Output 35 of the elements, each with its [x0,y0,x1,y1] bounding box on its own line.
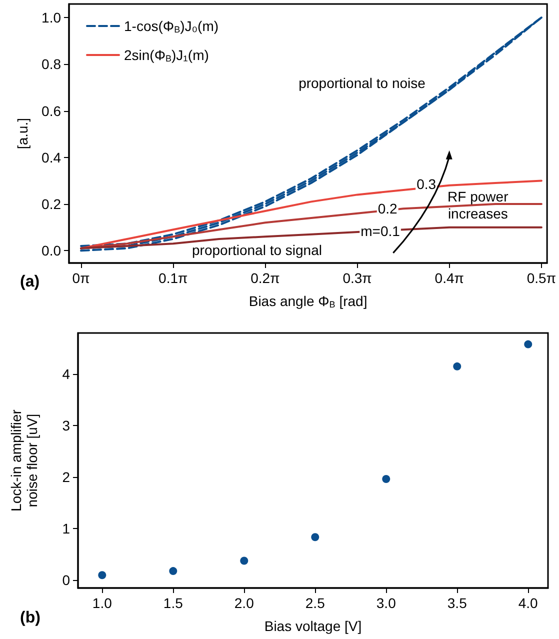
text: (a) [20,274,40,290]
y-tick-label: 0.2 [42,196,62,212]
x-axis-title: Bias voltage [V] [264,618,362,634]
annotation: 0.2 [378,200,398,217]
y-axis-title: Lock-in amplifier noise floor [uV] [8,409,40,512]
y-tick-label: 1.0 [42,10,62,26]
x-tick-label: 2.5 [305,595,326,611]
x-tick-label: 0π [72,270,90,286]
y-tick-label: 0.8 [42,56,62,72]
y-tick-label: 0.6 [42,102,62,119]
x-tick-label: 3.0 [376,595,396,611]
y-tick-label: 4 [62,366,70,382]
y-tick-label: 3 [62,418,70,434]
x-tick-label: 2.0 [234,595,254,611]
y-axis-title: [a.u.] [14,118,31,150]
y-tick-label: 1 [62,520,70,536]
annotation: proportional to noise [298,75,426,91]
annotation: m=0.1 [360,222,400,239]
text: (b) [20,610,40,626]
annotation: proportional to signal [192,242,322,258]
x-tick-label: 0.2π [250,270,280,286]
y-tick-label: 0.0 [42,242,62,259]
y-tick-label: 0 [62,572,70,588]
y-tick-label: 2 [62,468,70,485]
annotation: RF power increases [448,188,509,222]
x-tick-label: 3.5 [447,595,468,611]
x-tick-label: 0.4π [434,270,464,286]
x-tick-label: 1.0 [92,595,112,611]
x-tick-label: 4.0 [518,595,538,611]
annotation: 0.3 [416,176,436,192]
y-tick-label: 0.4 [42,149,62,166]
x-tick-label: 1.5 [163,595,184,611]
x-tick-label: 0.3π [342,270,372,286]
x-tick-label: 0.1π [158,270,188,286]
x-tick-label: 0.5π [526,270,556,286]
